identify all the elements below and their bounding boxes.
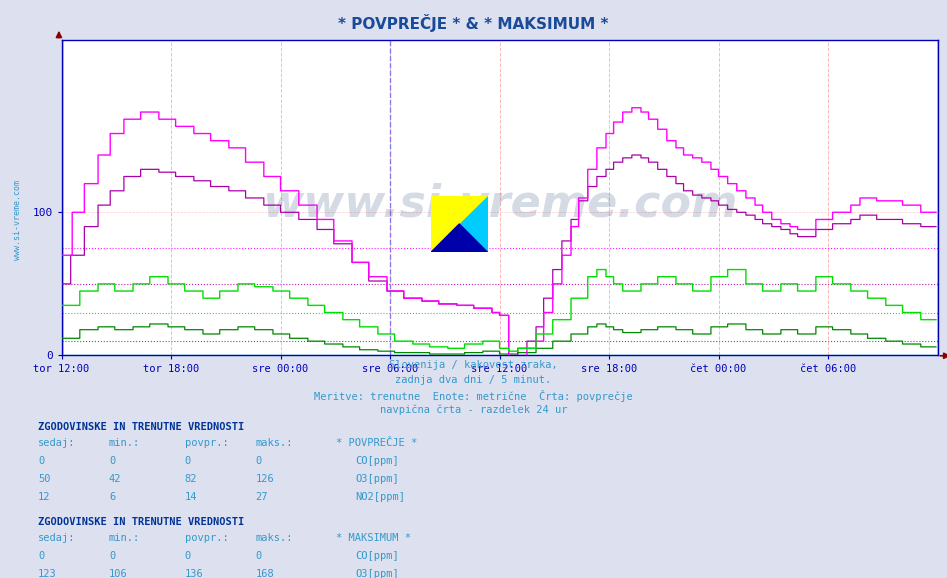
Text: 50: 50 xyxy=(38,474,50,484)
Text: * MAKSIMUM *: * MAKSIMUM * xyxy=(336,533,411,543)
Text: CO[ppm]: CO[ppm] xyxy=(355,551,399,561)
Polygon shape xyxy=(431,195,488,253)
Text: 123: 123 xyxy=(38,569,57,578)
Text: 42: 42 xyxy=(109,474,121,484)
Text: 126: 126 xyxy=(256,474,275,484)
Text: ZGODOVINSKE IN TRENUTNE VREDNOSTI: ZGODOVINSKE IN TRENUTNE VREDNOSTI xyxy=(38,422,244,432)
Text: O3[ppm]: O3[ppm] xyxy=(355,474,399,484)
Text: 0: 0 xyxy=(109,551,116,561)
Text: 0: 0 xyxy=(38,456,45,466)
Text: * POVPREČJE * & * MAKSIMUM *: * POVPREČJE * & * MAKSIMUM * xyxy=(338,14,609,32)
Text: Slovenija / kakovost zraka,: Slovenija / kakovost zraka, xyxy=(389,360,558,369)
Text: 136: 136 xyxy=(185,569,204,578)
Text: 6: 6 xyxy=(109,492,116,502)
Text: 0: 0 xyxy=(185,551,191,561)
Text: 0: 0 xyxy=(109,456,116,466)
Text: zadnja dva dni / 5 minut.: zadnja dva dni / 5 minut. xyxy=(396,375,551,384)
Text: sedaj:: sedaj: xyxy=(38,533,76,543)
Text: maks.:: maks.: xyxy=(256,438,294,448)
Text: min.:: min.: xyxy=(109,438,140,448)
Text: sedaj:: sedaj: xyxy=(38,438,76,448)
Text: * POVPREČJE *: * POVPREČJE * xyxy=(336,438,418,448)
Text: povpr.:: povpr.: xyxy=(185,438,228,448)
Text: 0: 0 xyxy=(38,551,45,561)
Text: 106: 106 xyxy=(109,569,128,578)
Text: Meritve: trenutne  Enote: metrične  Črta: povprečje: Meritve: trenutne Enote: metrične Črta: … xyxy=(314,390,633,402)
Text: 12: 12 xyxy=(38,492,50,502)
Text: povpr.:: povpr.: xyxy=(185,533,228,543)
Text: ZGODOVINSKE IN TRENUTNE VREDNOSTI: ZGODOVINSKE IN TRENUTNE VREDNOSTI xyxy=(38,517,244,527)
Text: 14: 14 xyxy=(185,492,197,502)
Text: 0: 0 xyxy=(256,456,262,466)
Text: min.:: min.: xyxy=(109,533,140,543)
Text: NO2[ppm]: NO2[ppm] xyxy=(355,492,405,502)
Polygon shape xyxy=(431,195,488,253)
Text: 82: 82 xyxy=(185,474,197,484)
Text: www.si-vreme.com: www.si-vreme.com xyxy=(261,183,738,226)
Text: maks.:: maks.: xyxy=(256,533,294,543)
Text: navpična črta - razdelek 24 ur: navpična črta - razdelek 24 ur xyxy=(380,405,567,415)
Text: 0: 0 xyxy=(256,551,262,561)
Text: 168: 168 xyxy=(256,569,275,578)
Text: www.si-vreme.com: www.si-vreme.com xyxy=(12,180,22,260)
Text: 27: 27 xyxy=(256,492,268,502)
Polygon shape xyxy=(431,224,488,253)
Text: 0: 0 xyxy=(185,456,191,466)
Text: CO[ppm]: CO[ppm] xyxy=(355,456,399,466)
Text: O3[ppm]: O3[ppm] xyxy=(355,569,399,578)
